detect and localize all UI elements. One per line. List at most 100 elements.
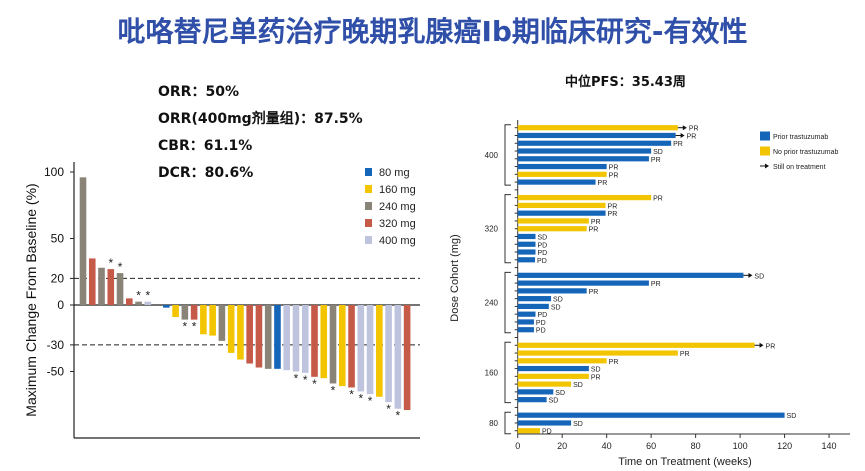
- swimmer-bar: [517, 373, 589, 379]
- ongoing-arrowhead-icon: [748, 272, 753, 278]
- stat-cbr: CBR：61.1%: [158, 138, 253, 154]
- waterfall-legend-swatch: [365, 185, 372, 193]
- swimmer-bar: [517, 210, 606, 216]
- waterfall-bar: [255, 305, 263, 368]
- waterfall-bar: [218, 305, 226, 341]
- waterfall-bar-asterisk: *: [312, 377, 317, 391]
- waterfall-bar: [348, 305, 355, 388]
- swimmer-response-label: SD: [573, 421, 583, 428]
- swimmer-bar: [517, 179, 596, 185]
- waterfall-y-axis-label: Maximum Change From Baseline (%): [23, 183, 39, 416]
- waterfall-bar-asterisk: *: [349, 387, 354, 401]
- swimmer-bar: [517, 148, 652, 154]
- swimmer-bar: [517, 171, 607, 177]
- waterfall-legend-swatch: [365, 168, 372, 176]
- swimmer-response-label: PR: [609, 172, 619, 179]
- swimmer-response-label: SD: [555, 390, 565, 397]
- waterfall-legend-label: 160 mg: [379, 184, 416, 196]
- swimmer-response-label: PR: [766, 343, 776, 350]
- swimmer-response-label: PR: [591, 219, 601, 226]
- ongoing-arrowhead-icon: [759, 342, 764, 348]
- swimmer-x-tick-label: 140: [822, 441, 837, 451]
- waterfall-bar-asterisk: *: [118, 260, 123, 274]
- swimmer-response-label: PD: [537, 258, 547, 265]
- swimmer-bar: [517, 226, 587, 232]
- swimmer-bar: [517, 163, 607, 170]
- waterfall-bar: [163, 305, 170, 308]
- waterfall-bar: [264, 305, 272, 369]
- waterfall-bar-asterisk: *: [145, 289, 150, 303]
- swimmer-response-label: PR: [609, 165, 619, 172]
- swimmer-group-bracket: [504, 411, 511, 435]
- waterfall-bar: [144, 301, 152, 305]
- swimmer-bar: [517, 311, 536, 317]
- waterfall-bar-asterisk: *: [396, 409, 401, 423]
- waterfall-legend-label: 80 mg: [379, 167, 410, 179]
- waterfall-bar: [338, 305, 346, 387]
- swimmer-response-label: PR: [651, 281, 661, 288]
- swimmer-group-bracket: [504, 194, 511, 264]
- swimmer-group-label: 240: [485, 299, 499, 308]
- ongoing-arrowhead-icon: [682, 125, 687, 131]
- waterfall-bar: [116, 273, 124, 305]
- waterfall-bar: [79, 177, 87, 305]
- waterfall-bar: [376, 305, 383, 397]
- waterfall-legend-swatch: [365, 219, 372, 227]
- median-pfs: 中位PFS：35.43周: [565, 75, 686, 90]
- swimmer-bar: [517, 350, 678, 356]
- swimmer-legend-swatch: [760, 146, 770, 156]
- swimmer-x-tick-label: 80: [691, 441, 701, 451]
- waterfall-bar-asterisk: *: [108, 256, 113, 270]
- swimmer-y-axis-label: Dose Cohort (mg): [449, 234, 461, 321]
- swimmer-response-label: SD: [549, 398, 559, 405]
- waterfall-bar: [227, 305, 235, 353]
- swimmer-response-label: PD: [542, 429, 552, 436]
- waterfall-legend-label: 240 mg: [379, 201, 416, 213]
- legend-arrowhead-icon: [765, 163, 769, 169]
- swimmer-bar: [517, 420, 572, 426]
- swimmer-bar: [517, 296, 552, 302]
- swimmer-response-label: PD: [536, 320, 546, 327]
- swimmer-x-axis-label: Time on Treatment (weeks): [618, 456, 751, 468]
- waterfall-bar: [209, 305, 216, 336]
- swimmer-bar: [517, 327, 534, 333]
- waterfall-bar: [292, 305, 300, 372]
- swimmer-bar: [517, 397, 547, 403]
- waterfall-bar: [135, 301, 142, 305]
- waterfall-bar-asterisk: *: [303, 373, 308, 387]
- waterfall-bar: [283, 305, 291, 371]
- swimmer-x-tick-label: 120: [777, 441, 792, 451]
- swimmer-legend-swatch: [760, 131, 770, 141]
- swimmer-response-label: PD: [537, 242, 547, 249]
- waterfall-bar: [329, 305, 337, 384]
- swimmer-bar: [517, 233, 536, 240]
- swimmer-bar: [517, 412, 785, 418]
- waterfall-legend-label: 400 mg: [379, 235, 416, 247]
- swimmer-response-label: PR: [680, 351, 690, 358]
- waterfall-bar-asterisk: *: [294, 372, 299, 386]
- waterfall-bar: [385, 305, 392, 403]
- swimmer-bar: [517, 272, 744, 278]
- swimmer-response-label: PD: [537, 250, 547, 257]
- waterfall-bar: [181, 305, 189, 320]
- swimmer-bar: [517, 218, 589, 224]
- swimmer-bar: [517, 319, 534, 325]
- waterfall-bar: [403, 305, 411, 411]
- waterfall-y-tick-label: 0: [57, 298, 64, 312]
- swimmer-bar: [517, 288, 587, 294]
- swimmer-response-label: SD: [653, 149, 663, 156]
- waterfall-bar-asterisk: *: [183, 320, 188, 334]
- stat-orr-400mg: ORR(400mg剂量组)：87.5%: [158, 111, 363, 127]
- waterfall-bar-asterisk: *: [192, 320, 197, 334]
- swimmer-bar: [517, 241, 536, 247]
- swimmer-x-tick-label: 60: [646, 441, 656, 451]
- swimmer-response-label: PR: [651, 157, 661, 164]
- swimmer-response-label: PR: [589, 227, 599, 234]
- waterfall-bar: [237, 305, 244, 360]
- swimmer-x-tick-label: 100: [733, 441, 748, 451]
- waterfall-bar: [301, 305, 309, 373]
- waterfall-bar: [366, 305, 374, 395]
- swimmer-response-label: PR: [687, 133, 697, 140]
- swimmer-bar: [517, 140, 672, 146]
